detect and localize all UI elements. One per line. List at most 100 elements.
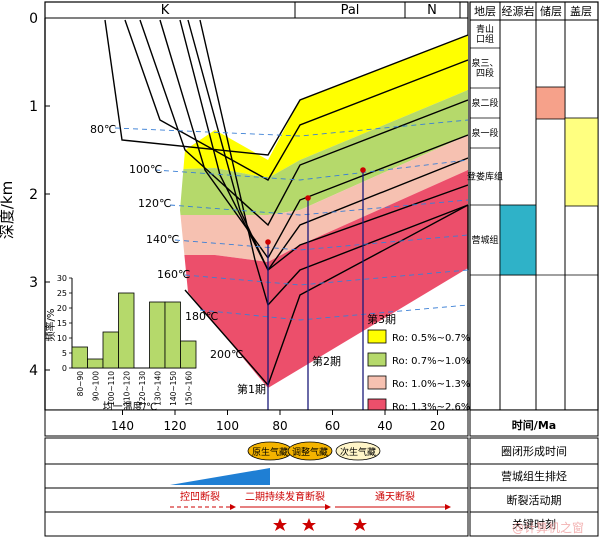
watermark: @计算机之窗 xyxy=(512,520,584,535)
formation-2-line-0: 泉二段 xyxy=(471,97,498,109)
formation-0-line-0: 青山 xyxy=(476,23,494,35)
formation-5-line-0: 营城组 xyxy=(471,234,498,246)
period-k: K xyxy=(161,3,170,18)
trap-oval-2 xyxy=(335,441,381,461)
temp-180: 180℃ xyxy=(185,310,218,323)
inset-xtick-1: 90~100 xyxy=(91,371,100,401)
legend-label-0: Ro: 0.5%~0.7% xyxy=(392,333,470,344)
time-tick-80: 80 xyxy=(272,419,287,433)
expulsion-row-label: 营城组生排烃 xyxy=(501,469,567,483)
temp-160: 160℃ xyxy=(157,268,190,281)
inset-bar-2 xyxy=(102,331,119,369)
inset-ytick-5: 5 xyxy=(62,349,67,358)
inset-xtick-2: 100~110 xyxy=(107,371,116,406)
formation-3-line-0: 泉一段 xyxy=(471,127,498,139)
source-rock-block xyxy=(499,204,537,276)
period-n: N xyxy=(427,3,437,18)
reservoir-block xyxy=(535,86,566,120)
fault-segment-3: 通天断裂 xyxy=(375,490,415,503)
maturity-legend: Ro: 0.5%~0.7% Ro: 0.7%~1.0% Ro: 1.0%~1.3% R… xyxy=(367,329,470,413)
trap-oval-1 xyxy=(287,441,333,461)
fault-row-label: 断裂活动期 xyxy=(507,493,562,507)
time-tick-60: 60 xyxy=(325,419,340,433)
formation-0-line-1: 口组 xyxy=(476,33,494,45)
event-rows: 圈闭形成时间 营城组生排烃 断裂活动期 关键时刻 原生气藏 调整气藏 次生气藏 控凹… xyxy=(44,437,599,537)
stage-3-label: 第3期 xyxy=(367,312,396,326)
inset-ytick-25: 25 xyxy=(57,289,67,298)
inset-ytick-30: 30 xyxy=(57,274,67,283)
key-star-1 xyxy=(273,518,287,531)
inset-xtick-7: 150~160 xyxy=(184,371,193,406)
time-tick-120: 120 xyxy=(164,419,187,433)
legend-swatch-1 xyxy=(367,352,387,367)
inset-ytick-0: 0 xyxy=(62,364,67,373)
inset-bar-3 xyxy=(118,292,135,369)
depth-tick-2: 2 xyxy=(29,187,38,203)
depth-tick-3: 3 xyxy=(29,275,38,291)
stage-1-label: 第1期 xyxy=(237,382,266,396)
trap-oval-label-1: 调整气藏 xyxy=(292,446,328,458)
inset-ytick-20: 20 xyxy=(57,304,67,313)
time-tick-40: 40 xyxy=(377,419,392,433)
inset-ytick-15: 15 xyxy=(57,319,67,328)
inset-xtick-4: 120~130 xyxy=(138,371,147,406)
inset-xtick-5: 130~140 xyxy=(153,371,162,406)
inset-xtick-3: 110~120 xyxy=(122,371,131,406)
time-tick-20: 20 xyxy=(430,419,445,433)
depth-tick-4: 4 xyxy=(29,363,38,379)
burial-curve-base xyxy=(184,204,469,387)
fault-segment-1: 控凹断裂 xyxy=(180,490,220,503)
fault-segment-2: 二期持续发育断裂 xyxy=(245,490,325,503)
legend-label-1: Ro: 0.7%~1.0% xyxy=(392,356,470,367)
header-seal: 盖层 xyxy=(570,4,592,18)
legend-label-2: Ro: 1.0%~1.3% xyxy=(392,379,470,390)
temp-120: 120℃ xyxy=(138,197,171,210)
legend-label-3: Ro: 1.3%~2.6% xyxy=(392,402,470,413)
burial-curve-1 xyxy=(104,19,469,156)
burial-curve-3 xyxy=(139,19,469,227)
header-stratum: 地层 xyxy=(474,5,496,18)
isotherms xyxy=(114,119,469,321)
temp-100: 100℃ xyxy=(129,163,162,176)
zone-ro-07-10 xyxy=(180,90,468,215)
depth-axis: 深度/km 0 1 2 3 4 xyxy=(0,11,50,410)
header-source-rock: 经源岩 xyxy=(502,4,535,18)
trap-oval-label-0: 原生气藏 xyxy=(252,446,288,458)
burial-curve-2 xyxy=(124,19,469,181)
depth-tick-0: 0 xyxy=(29,11,38,27)
inset-bar-7 xyxy=(180,340,197,369)
inset-ytick-10: 10 xyxy=(57,334,67,343)
depth-axis-label: 深度/km xyxy=(0,181,16,239)
inset-bar-5 xyxy=(149,301,166,369)
trap-row-label: 圈闭形成时间 xyxy=(501,445,567,458)
legend-swatch-0 xyxy=(367,329,387,344)
formation-1-line-1: 四段 xyxy=(476,67,494,79)
stage-2-label: 第2期 xyxy=(312,354,341,368)
legend-swatch-2 xyxy=(367,375,387,390)
temperature-labels: 80℃ 100℃ 120℃ 140℃ 160℃ 180℃ 200℃ xyxy=(90,123,243,361)
inset-ylabel: 频率/% xyxy=(44,309,57,342)
header-reservoir: 储层 xyxy=(540,4,562,18)
trap-oval-label-2: 次生气藏 xyxy=(340,446,376,458)
period-header: K Pal N xyxy=(45,2,468,19)
zone-ro-05-07 xyxy=(180,35,468,178)
inset-bar-0 xyxy=(71,346,88,369)
key-star-2 xyxy=(302,518,316,531)
formation-1-line-0: 泉三、 xyxy=(471,57,498,69)
seal-block xyxy=(564,117,599,207)
inset-xtick-6: 140~150 xyxy=(169,371,178,406)
time-axis: 140 120 100 80 60 40 20 时间/Ma xyxy=(44,409,599,437)
time-tick-100: 100 xyxy=(216,419,239,433)
temp-200: 200℃ xyxy=(210,348,243,361)
key-row-label: 关键时刻 xyxy=(512,517,556,531)
inset-bar-1 xyxy=(87,358,104,369)
depth-tick-1: 1 xyxy=(29,99,38,115)
inset-bar-6 xyxy=(164,301,181,369)
period-pal: Pal xyxy=(341,3,360,18)
inset-xtick-0: 80~90 xyxy=(76,371,85,397)
temp-140: 140℃ xyxy=(146,233,179,246)
time-axis-label: 时间/Ma xyxy=(512,418,556,432)
